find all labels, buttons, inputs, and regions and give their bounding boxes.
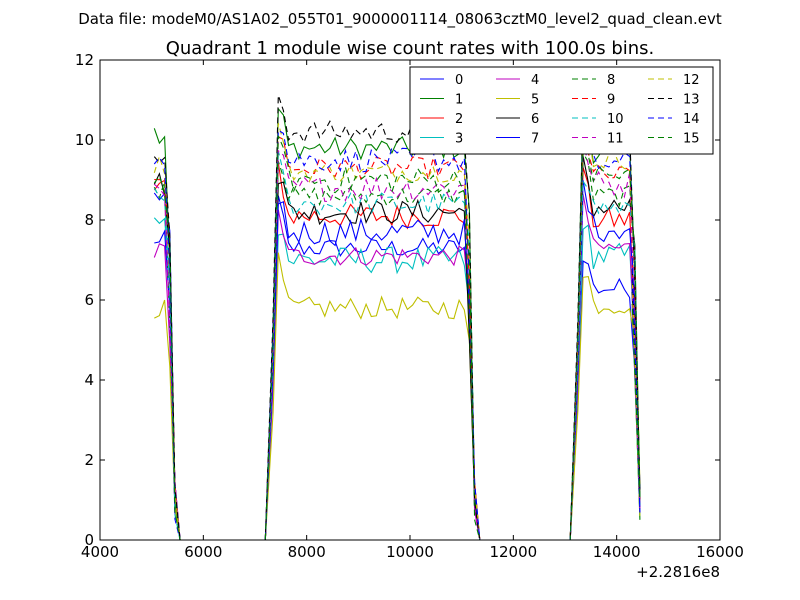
legend-label-6: 6 bbox=[531, 112, 539, 127]
legend-label-4: 4 bbox=[531, 73, 539, 88]
x-offset-label: +2.2816e8 bbox=[636, 563, 720, 581]
legend-label-7: 7 bbox=[531, 132, 539, 147]
legend-label-8: 8 bbox=[607, 73, 615, 88]
legend-label-10: 10 bbox=[607, 112, 624, 127]
series-line-1 bbox=[153, 102, 641, 540]
legend-label-14: 14 bbox=[683, 112, 700, 127]
legend-label-13: 13 bbox=[683, 93, 700, 108]
y-tick-label: 12 bbox=[75, 51, 94, 69]
series-line-7 bbox=[154, 180, 641, 540]
series-line-5 bbox=[154, 252, 641, 540]
legend-label-2: 2 bbox=[455, 112, 463, 127]
series-line-0 bbox=[153, 192, 641, 540]
series-line-8 bbox=[153, 152, 641, 540]
x-tick-label: 4000 bbox=[81, 543, 119, 561]
x-tick-label: 16000 bbox=[696, 543, 744, 561]
x-tick-label: 14000 bbox=[593, 543, 641, 561]
legend-label-3: 3 bbox=[455, 132, 463, 147]
y-tick-label: 2 bbox=[84, 451, 94, 469]
x-tick-label: 10000 bbox=[386, 543, 434, 561]
legend-label-0: 0 bbox=[455, 73, 463, 88]
series-line-9 bbox=[154, 128, 641, 540]
x-tick-label: 6000 bbox=[184, 543, 222, 561]
y-tick-label: 4 bbox=[84, 371, 94, 389]
series-lines bbox=[153, 95, 641, 540]
legend-label-15: 15 bbox=[683, 132, 700, 147]
y-tick-label: 8 bbox=[84, 211, 94, 229]
legend-label-12: 12 bbox=[683, 73, 700, 88]
series-line-10 bbox=[153, 150, 641, 540]
y-tick-label: 10 bbox=[75, 131, 94, 149]
series-line-15 bbox=[153, 124, 641, 540]
series-line-14 bbox=[153, 118, 641, 540]
supertitle: Data file: modeM0/AS1A02_055T01_90000011… bbox=[78, 10, 722, 29]
series-line-12 bbox=[153, 122, 641, 540]
legend-label-9: 9 bbox=[607, 93, 615, 108]
legend-label-11: 11 bbox=[607, 132, 624, 147]
y-tick-label: 6 bbox=[84, 291, 94, 309]
y-tick-label: 0 bbox=[84, 531, 94, 549]
chart-title: Quadrant 1 module wise count rates with … bbox=[166, 38, 655, 59]
plot-area: 4000 6000 8000 10000 12000 14000 1600002468101… bbox=[75, 51, 744, 581]
legend-box bbox=[409, 66, 714, 155]
series-line-3 bbox=[153, 217, 641, 540]
x-tick-label: 12000 bbox=[489, 543, 537, 561]
legend-label-1: 1 bbox=[455, 93, 463, 108]
legend-label-5: 5 bbox=[531, 93, 539, 108]
series-line-11 bbox=[153, 140, 641, 540]
series-line-6 bbox=[153, 156, 641, 540]
series-line-13 bbox=[153, 95, 641, 540]
series-line-4 bbox=[153, 194, 641, 540]
series-line-2 bbox=[153, 162, 641, 540]
x-tick-label: 8000 bbox=[288, 543, 326, 561]
